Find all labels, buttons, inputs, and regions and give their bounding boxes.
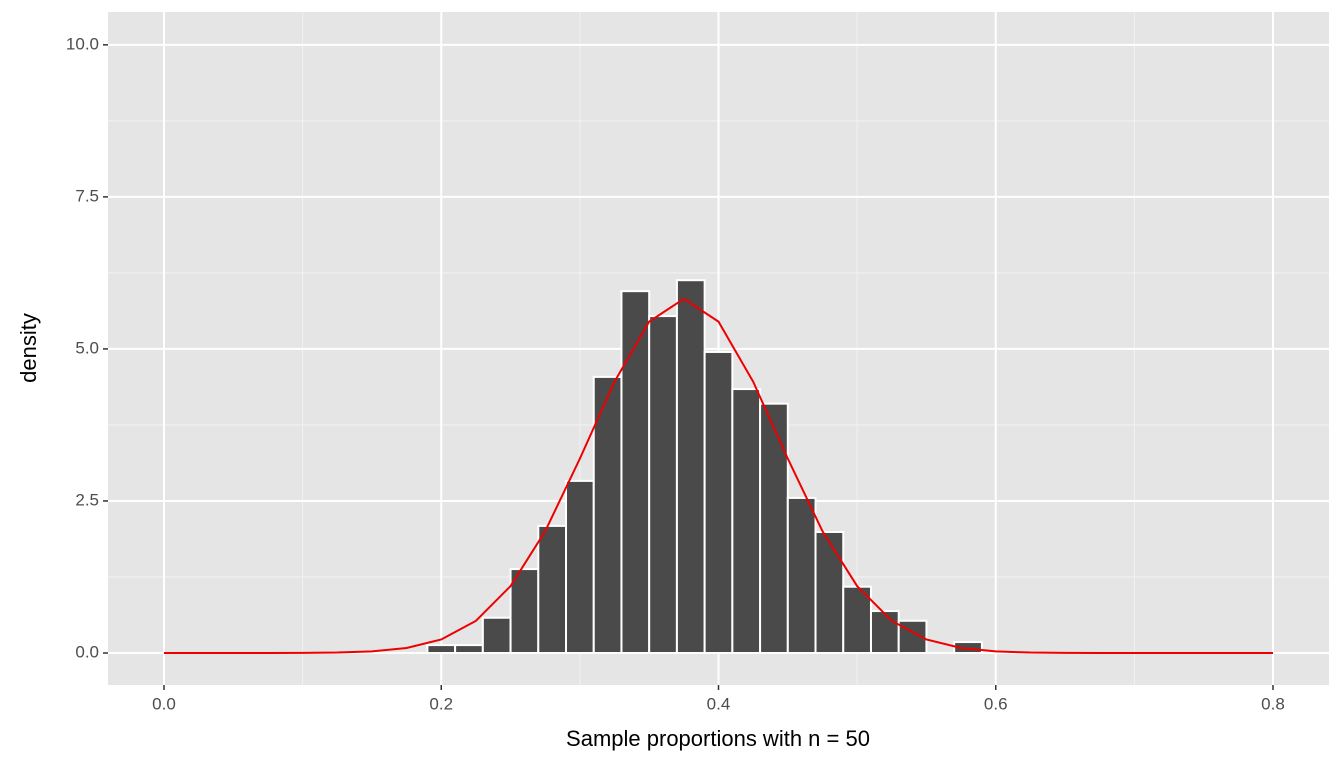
bar (592, 375, 623, 655)
bar (786, 496, 817, 655)
bar (703, 350, 734, 655)
bar (953, 641, 983, 655)
x-axis-title: Sample proportions with n = 50 (566, 726, 870, 751)
y-axis-title: density (16, 313, 41, 383)
bar (759, 402, 789, 655)
y-tick-label: 7.5 (75, 186, 99, 205)
density-curve (164, 297, 1273, 655)
bar (509, 568, 540, 655)
bar (675, 279, 706, 655)
y-tick-label: 5.0 (75, 338, 99, 357)
bar (869, 610, 900, 655)
bar (481, 616, 512, 655)
x-tick-label: 0.2 (429, 694, 453, 713)
x-tick-label: 0.4 (707, 694, 731, 713)
x-tick-label: 0.0 (152, 694, 176, 713)
x-tick-label: 0.8 (1261, 694, 1285, 713)
y-tick-label: 2.5 (75, 490, 99, 509)
bar (814, 530, 845, 655)
x-tick-label: 0.6 (984, 694, 1008, 713)
y-tick-label: 0.0 (75, 642, 99, 661)
bar (565, 479, 595, 655)
bar (731, 388, 762, 655)
bar (537, 524, 568, 655)
bar (648, 315, 678, 655)
bar (454, 644, 484, 655)
bar (426, 644, 457, 655)
y-tick-label: 10.0 (66, 34, 99, 53)
